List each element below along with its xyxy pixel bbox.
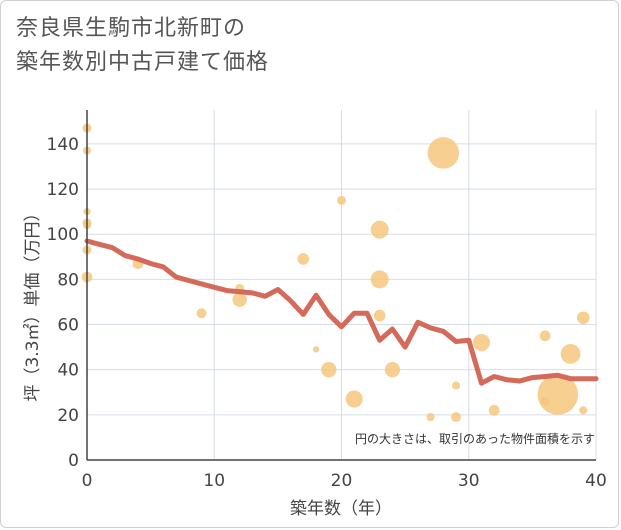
axes — [86, 110, 596, 461]
grid-lines — [87, 110, 597, 460]
bubble-point — [370, 220, 389, 239]
trend-line — [84, 238, 599, 386]
bubble-point — [451, 412, 461, 423]
x-tick-label: 10 — [203, 471, 225, 491]
y-tick-label: 140 — [47, 135, 79, 155]
bubble-series — [81, 123, 590, 423]
title-line-2: 築年数別中古戸建て価格 — [16, 50, 270, 75]
bubble-point — [579, 406, 588, 415]
bubble-point — [539, 330, 551, 342]
bubble-point — [321, 362, 337, 378]
bubble-point — [384, 362, 401, 378]
bubble-point — [312, 346, 320, 353]
y-tick-label: 100 — [47, 225, 79, 245]
x-axis-title: 築年数（年） — [290, 499, 392, 519]
y-tick-label: 60 — [57, 316, 79, 336]
x-tick-label: 0 — [82, 471, 93, 491]
bubble-point — [426, 413, 435, 422]
chart-title: 奈良県生駒市北新町の 築年数別中古戸建て価格 — [16, 12, 269, 80]
y-tick-label: 0 — [68, 451, 79, 471]
bubble-point — [196, 308, 207, 319]
bubble-point — [370, 270, 389, 289]
bubble-point — [488, 404, 500, 416]
bubble-point — [560, 343, 581, 364]
bubble-point — [345, 390, 363, 408]
tick-labels: 0 10 20 30 40 0 20 40 60 80 100 120 140 — [47, 135, 607, 491]
bubble-point — [373, 309, 386, 322]
bubble-point — [427, 137, 460, 169]
bubble-point — [337, 195, 346, 205]
bubble-point — [232, 292, 247, 307]
x-tick-label: 40 — [585, 471, 607, 491]
y-tick-label: 120 — [47, 180, 79, 200]
y-tick-label: 40 — [57, 361, 79, 381]
title-line-1: 奈良県生駒市北新町の — [16, 16, 247, 41]
size-annotation: 円の大きさは、取引のあった物件面積を示す — [355, 431, 595, 446]
bubble-point — [537, 374, 579, 415]
bubble-point — [297, 253, 310, 265]
y-tick-label: 20 — [57, 406, 79, 426]
x-tick-label: 20 — [331, 471, 353, 491]
y-tick-label: 80 — [57, 270, 79, 290]
bubble-point — [576, 311, 590, 325]
x-tick-label: 30 — [458, 471, 480, 491]
bubble-point — [451, 381, 461, 390]
bubble-point — [472, 334, 491, 352]
y-axis-title: 坪（3.3㎡）単価（万円） — [23, 204, 43, 401]
